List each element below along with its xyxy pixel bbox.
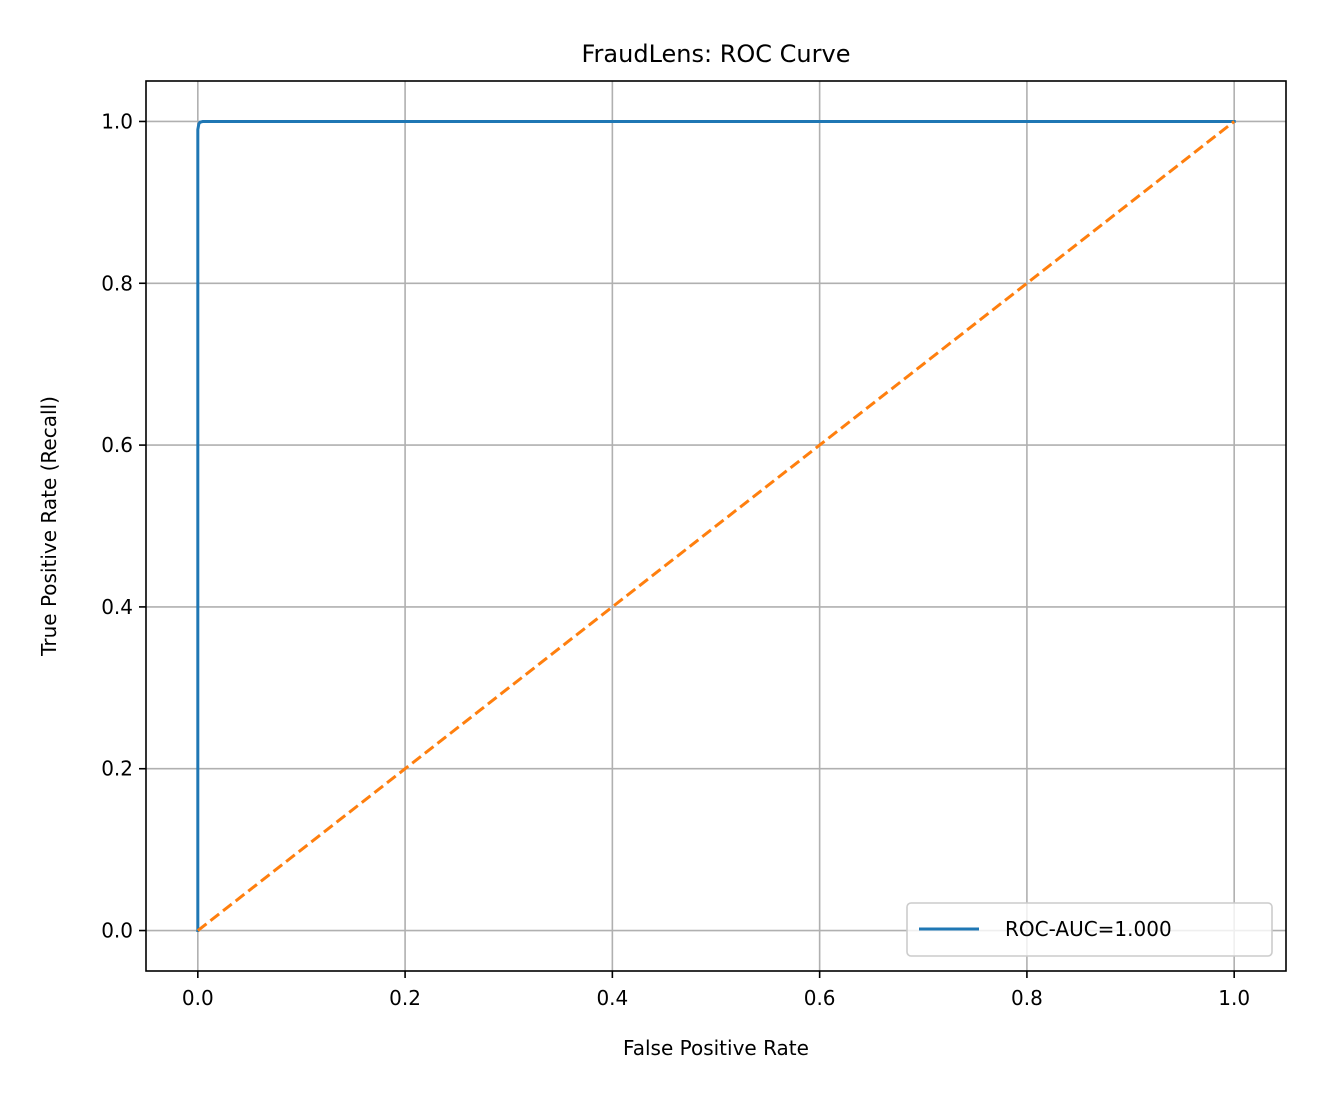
y-tick-label: 0.8 — [101, 271, 133, 295]
x-tick-label: 0.6 — [804, 986, 836, 1010]
plot-frame — [145, 80, 1287, 972]
x-tick-label: 0.0 — [182, 986, 214, 1010]
legend: ROC-AUC=1.000 — [906, 902, 1273, 957]
roc-curve-line — [196, 119, 1236, 933]
x-tick-label: 0.2 — [389, 986, 421, 1010]
legend-box — [906, 902, 1273, 957]
y-tick-label: 0.0 — [101, 919, 133, 943]
y-tick-label: 1.0 — [101, 109, 133, 133]
y-tick-label: 0.4 — [101, 595, 133, 619]
y-tick-label: 0.2 — [101, 757, 133, 781]
y-tick-label: 0.6 — [101, 433, 133, 457]
legend-label: ROC-AUC=1.000 — [1005, 917, 1172, 941]
x-axis-label: False Positive Rate — [623, 1036, 809, 1060]
series-layer — [196, 119, 1236, 933]
x-tick-label: 0.4 — [596, 986, 628, 1010]
tick-layer: 0.0 0.2 0.4 0.6 0.8 1.0 0.0 0.2 0.4 0.6 0.8 1.0 — [101, 109, 1250, 1010]
y-axis-label: True Positive Rate (Recall) — [37, 396, 61, 657]
chance-diagonal-line — [196, 120, 1236, 932]
x-tick-label: 0.8 — [1011, 986, 1043, 1010]
x-tick-label: 1.0 — [1218, 986, 1250, 1010]
chart-title: FraudLens: ROC Curve — [582, 40, 851, 68]
